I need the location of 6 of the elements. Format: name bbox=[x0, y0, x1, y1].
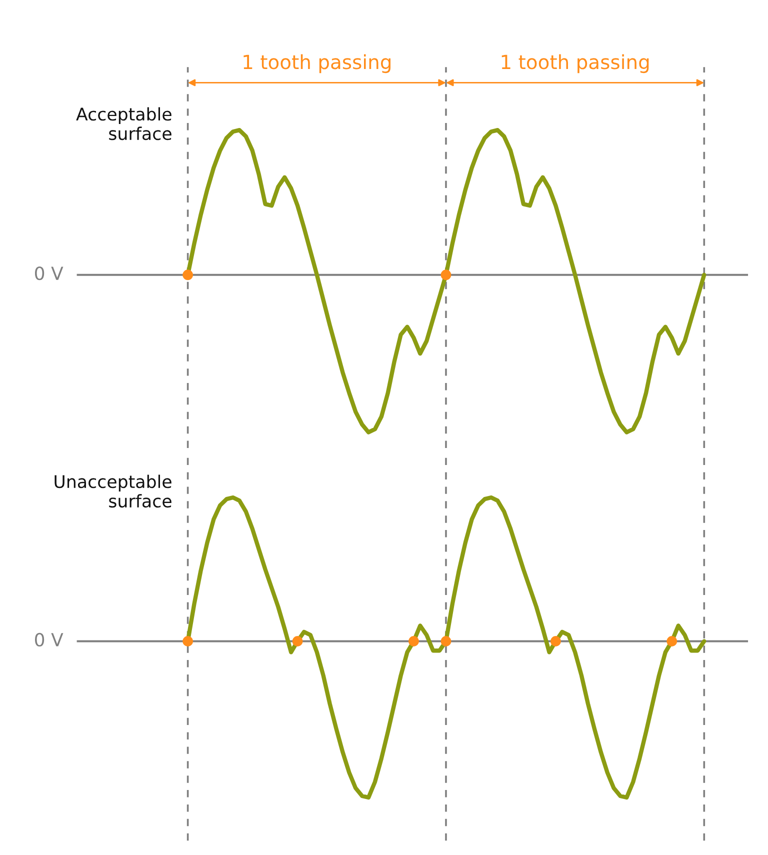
ref-line-label: 0 V bbox=[34, 632, 64, 646]
chart-title: Unacceptable surface bbox=[54, 474, 172, 508]
text: 1 tooth passing bbox=[244, 54, 390, 74]
chart-title: Acceptable surface bbox=[76, 107, 172, 140]
ref-line-label: 0 V bbox=[34, 266, 64, 280]
text: 1 tooth passing bbox=[502, 54, 649, 74]
